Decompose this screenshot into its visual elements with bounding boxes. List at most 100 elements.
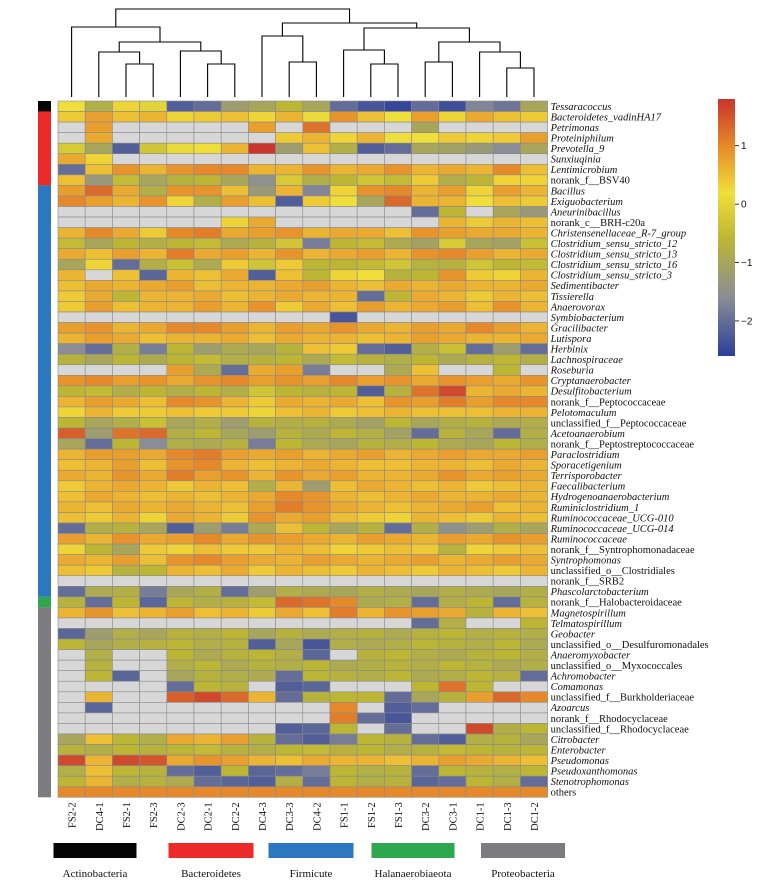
column-label: DC4-3 (258, 802, 269, 831)
heatmap-cell (57, 121, 86, 133)
heatmap-cell (384, 153, 412, 165)
heatmap-cell (384, 712, 412, 724)
heatmap-cell (438, 575, 467, 587)
heatmap-cell (329, 702, 358, 714)
heatmap-cell (275, 406, 304, 418)
heatmap-cell (329, 132, 358, 144)
heatmap-cell (248, 227, 276, 239)
heatmap-cell (492, 111, 521, 123)
heatmap-cell (329, 554, 358, 566)
heatmap-cell (220, 575, 249, 587)
heatmap-cell (57, 649, 86, 661)
heatmap-cell (520, 269, 548, 281)
heatmap-cell (411, 533, 440, 545)
heatmap-cell (166, 543, 195, 555)
heatmap-cell (112, 670, 140, 682)
legend-swatch (268, 843, 354, 858)
heatmap-cell (465, 754, 494, 766)
heatmap-cell (384, 607, 412, 619)
heatmap-cell (302, 522, 331, 534)
heatmap-cell (329, 733, 358, 745)
heatmap-cell (275, 185, 304, 197)
row-label: Lentimicrobium (550, 165, 618, 176)
heatmap-cell (57, 195, 86, 207)
heatmap-cell (302, 680, 331, 693)
heatmap-cell (411, 480, 440, 492)
heatmap-cell (302, 448, 331, 460)
heatmap-cell (166, 691, 195, 703)
color-scale-tick-label: 0 (741, 200, 747, 211)
heatmap-cell (139, 195, 168, 207)
heatmap-cell (438, 702, 467, 714)
heatmap-cell (384, 216, 412, 228)
legend-label: Proteobacteria (491, 868, 555, 880)
heatmap-cell (492, 343, 521, 355)
heatmap-cell (411, 575, 440, 587)
heatmap-cell (356, 691, 385, 703)
heatmap-cell (520, 301, 548, 313)
heatmap-cell (384, 691, 412, 703)
heatmap-cell (112, 206, 140, 218)
row-label: Roseburia (550, 366, 594, 377)
heatmap-cell (520, 702, 548, 714)
heatmap-cell (411, 164, 440, 176)
heatmap-cell (384, 649, 412, 661)
heatmap-cell (356, 522, 385, 534)
heatmap-cell (492, 459, 521, 471)
heatmap-cell (220, 617, 249, 629)
heatmap-cell (465, 417, 494, 429)
row-label: Hydrogenoanaerobacterium (550, 492, 670, 503)
heatmap-cell (492, 775, 521, 788)
heatmap-cell (193, 132, 222, 144)
heatmap-cell (384, 585, 412, 598)
heatmap-cell (520, 469, 548, 482)
row-label: Magnetospirillum (550, 608, 627, 619)
heatmap-cell (220, 353, 249, 366)
heatmap-cell (248, 311, 276, 323)
row-label: Ruminiclostridium_1 (550, 503, 640, 514)
heatmap-cell (384, 206, 412, 218)
heatmap-cell (112, 216, 140, 228)
heatmap-cell (57, 754, 86, 766)
row-label: unclassified_o__Myxococcales (551, 661, 683, 672)
heatmap-cell (356, 786, 385, 798)
heatmap-cell (302, 459, 331, 471)
color-scale-gradient (718, 99, 735, 356)
heatmap-cell (220, 628, 249, 640)
heatmap-cell (302, 100, 331, 112)
heatmap-cell (84, 744, 113, 756)
heatmap-cell (384, 744, 412, 756)
row-label: Paraclostridium (550, 450, 620, 461)
heatmap-cell (329, 469, 358, 482)
row-label: Clostridium_sensu_stricto_3 (551, 271, 672, 282)
heatmap-cell (384, 280, 412, 292)
heatmap-cell (520, 659, 548, 672)
heatmap-cell (139, 280, 168, 292)
heatmap-cell (520, 111, 548, 123)
heatmap-cell (275, 142, 304, 155)
heatmap-cell (166, 216, 195, 228)
heatmap-cell (275, 723, 304, 735)
heatmap-cell (356, 353, 385, 366)
heatmap-cell (356, 121, 385, 133)
heatmap-cell (438, 533, 467, 545)
heatmap-cell (220, 680, 249, 693)
heatmap-cell (356, 659, 385, 672)
heatmap-cell (384, 575, 412, 587)
row-label: Anaerovorax (550, 302, 606, 313)
heatmap-cell (520, 132, 548, 144)
heatmap-cell (57, 417, 86, 429)
heatmap-cell (302, 575, 331, 587)
heatmap-cell (220, 659, 249, 672)
heatmap-cell (302, 353, 331, 366)
heatmap-cell (438, 269, 467, 281)
row-label: Pseudoxanthomonas (550, 767, 638, 778)
heatmap-cell (220, 438, 249, 450)
heatmap-cell (84, 628, 113, 640)
heatmap-cell (112, 100, 140, 112)
heatmap-cell (465, 459, 494, 471)
heatmap-cell (166, 174, 195, 186)
heatmap-cell (411, 227, 440, 239)
heatmap-cell (384, 237, 412, 249)
